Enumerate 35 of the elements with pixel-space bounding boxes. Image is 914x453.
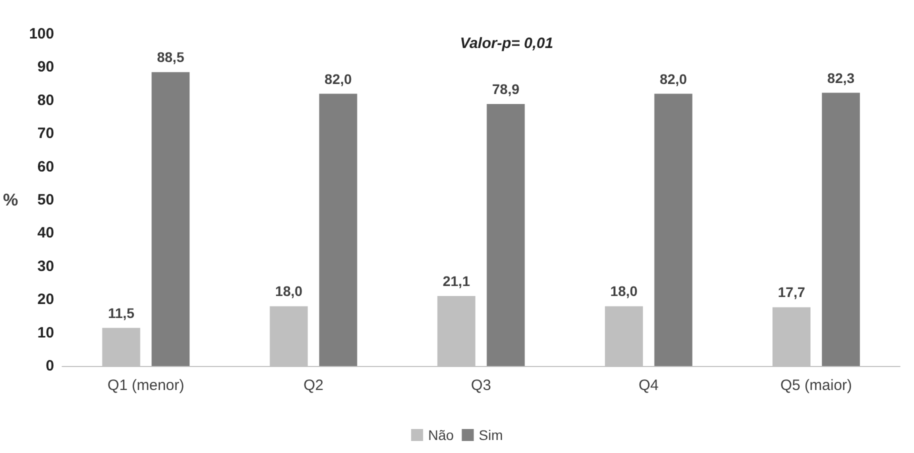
bar — [319, 94, 358, 366]
y-tick-label: 90 — [37, 58, 54, 76]
y-tick-label: 20 — [37, 291, 54, 308]
y-tick-label: 60 — [37, 158, 54, 176]
data-label: 18,0 — [610, 283, 638, 300]
x-tick-label: Q5 (maior) — [780, 377, 852, 394]
y-axis-title: % — [2, 190, 18, 210]
data-label: 21,1 — [442, 272, 470, 289]
x-tick-label: Q4 — [638, 377, 659, 394]
bar — [822, 92, 860, 366]
x-tick-label: Q3 — [471, 377, 492, 394]
data-label: 17,7 — [778, 284, 806, 300]
y-tick-label: 0 — [46, 358, 54, 374]
x-tick-label: Q2 — [303, 377, 324, 394]
bar — [654, 94, 692, 366]
legend-label: Não — [428, 427, 454, 443]
data-label: 11,5 — [108, 304, 135, 321]
y-tick-label: 40 — [37, 224, 54, 242]
y-tick-label: 10 — [37, 324, 54, 342]
legend-label: Sim — [478, 427, 503, 443]
y-tick-label: 80 — [37, 92, 54, 109]
data-label: 82,3 — [827, 70, 855, 86]
y-tick-label: 30 — [37, 258, 54, 275]
y-tick-label: 50 — [37, 192, 54, 208]
data-label: 82,0 — [660, 70, 688, 87]
x-tick-label: Q1 (menor) — [108, 377, 184, 394]
bar — [486, 104, 525, 366]
data-label: 88,5 — [156, 49, 184, 66]
annotation: Valor-p= 0,01 — [460, 35, 554, 52]
y-tick-label: 70 — [37, 125, 54, 142]
bar — [152, 72, 190, 366]
data-label: 18,0 — [275, 283, 303, 300]
data-label: 82,0 — [324, 70, 352, 87]
y-tick-label: 100 — [29, 26, 54, 42]
data-label: 78,9 — [492, 81, 520, 98]
